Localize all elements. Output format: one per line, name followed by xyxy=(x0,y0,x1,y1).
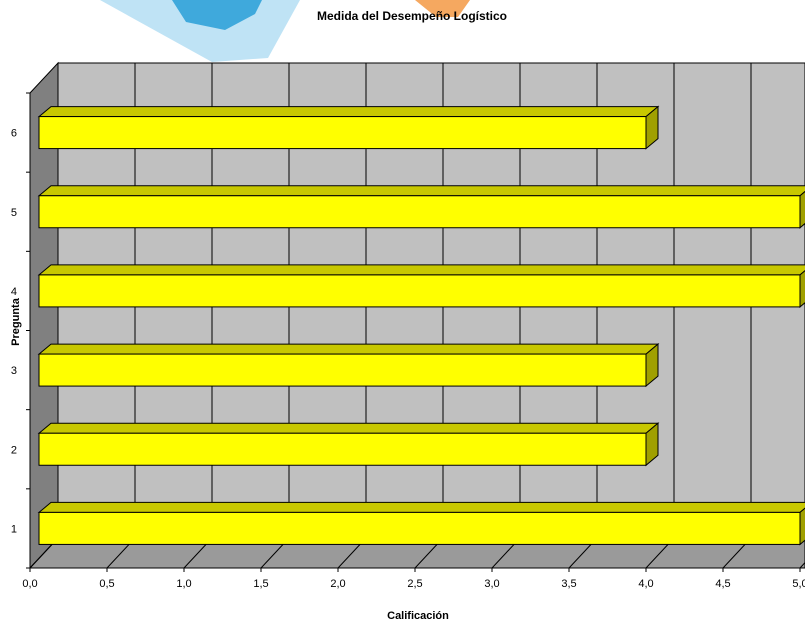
decoration-blue-shape xyxy=(172,0,262,30)
x-tick-label: 4,5 xyxy=(715,578,730,590)
bar-4 xyxy=(38,274,801,308)
y-tick-label: 5 xyxy=(11,207,17,219)
x-tick-label: 0,0 xyxy=(22,578,37,590)
decoration-orange-shape xyxy=(415,0,470,17)
x-axis-label: Calificación xyxy=(387,610,449,622)
x-tick-label: 0,5 xyxy=(99,578,114,590)
y-tick-label: 6 xyxy=(11,128,17,140)
x-tick-label: 1,5 xyxy=(253,578,268,590)
x-axis-ticks: 0,0 0,5 1,0 1,5 2,0 2,5 3,0 3,5 4,0 4,5 5,0 xyxy=(22,568,805,590)
bar-2 xyxy=(38,432,647,466)
bar-1 xyxy=(38,511,801,545)
y-tick-label: 1 xyxy=(11,523,17,535)
bar-6 xyxy=(38,116,647,150)
x-tick-label: 5,0 xyxy=(792,578,805,590)
bar-top-1 xyxy=(37,501,805,513)
bar-top-2 xyxy=(37,422,660,434)
bar-3 xyxy=(38,353,647,387)
bar-5 xyxy=(38,195,801,229)
x-tick-label: 3,0 xyxy=(484,578,499,590)
decorative-graphic xyxy=(100,0,470,62)
chart-title: Medida del Desempeño Logístico xyxy=(317,9,507,23)
y-axis-label: Pregunta xyxy=(10,297,22,346)
bars xyxy=(37,105,805,546)
x-tick-label: 2,5 xyxy=(407,578,422,590)
bar-top-6 xyxy=(37,106,660,118)
x-tick-label: 2,0 xyxy=(330,578,345,590)
y-tick-label: 2 xyxy=(11,444,17,456)
x-tick-label: 1,0 xyxy=(176,578,191,590)
bar-top-4 xyxy=(37,264,805,276)
y-axis-ticks: 1 2 3 4 5 6 xyxy=(11,92,30,569)
y-tick-label: 3 xyxy=(11,365,17,377)
bar-top-5 xyxy=(37,185,805,197)
bar-top-3 xyxy=(37,343,660,355)
x-tick-label: 4,0 xyxy=(638,578,653,590)
y-tick-label: 4 xyxy=(11,286,17,298)
x-tick-label: 3,5 xyxy=(561,578,576,590)
